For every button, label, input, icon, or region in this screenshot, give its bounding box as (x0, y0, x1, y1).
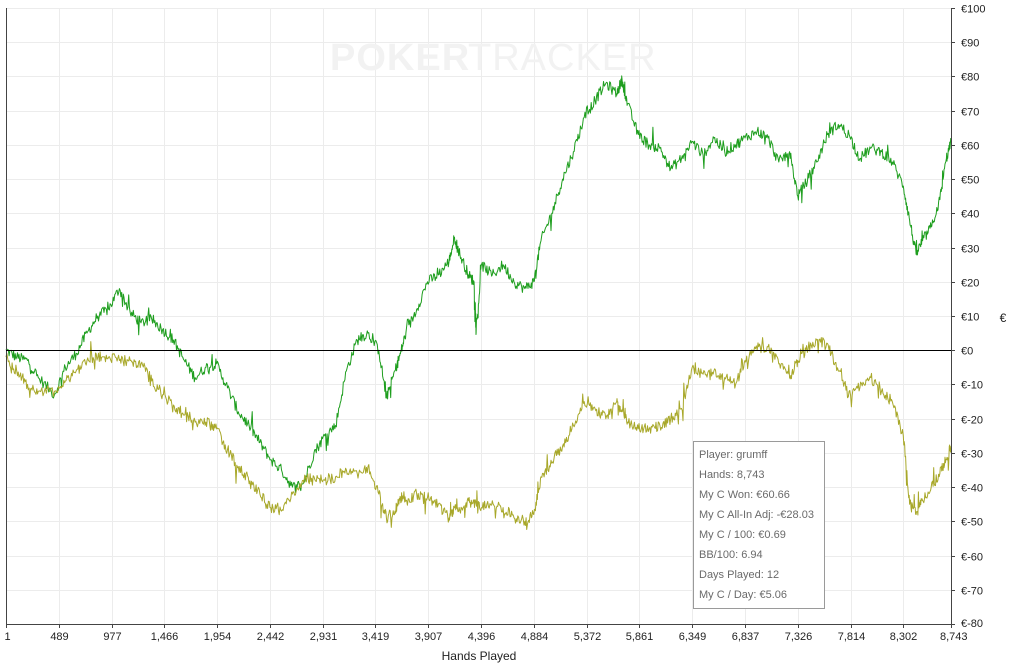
y-axis-title: € (1000, 311, 1007, 325)
y-tick-label: €60 (961, 141, 979, 153)
x-tick-label: 6,349 (679, 631, 707, 643)
axes (6, 8, 955, 628)
x-tick-label: 5,372 (574, 631, 602, 643)
x-tick-label: 8,302 (890, 631, 918, 643)
watermark-tracker: TRACKER (468, 37, 657, 79)
y-tick-label: €30 (961, 244, 979, 256)
x-tick-label: 8,743 (940, 631, 968, 643)
stat-player: Player: grumff (699, 449, 768, 461)
x-tick-label: 489 (50, 631, 68, 643)
tick-labels: €100 €90 €80 €70 €60 €50 €40 €30 €20 €10 €0 €-10 €-2… (5, 4, 986, 644)
watermark-poker: POKER (330, 37, 470, 79)
x-tick-label: 1 (5, 631, 11, 643)
watermark-logo: POKER TRACKER (330, 37, 657, 79)
stats-tooltip: Player: grumff Hands: 8,743 My C Won: €6… (693, 441, 825, 609)
y-tick-label: €70 (961, 107, 979, 119)
y-tick-label: €20 (961, 278, 979, 290)
stat-per-100: My C / 100: €0.69 (699, 529, 786, 541)
x-tick-label: 3,419 (362, 631, 390, 643)
x-tick-label: 2,931 (310, 631, 338, 643)
stat-won: My C Won: €60.66 (699, 489, 790, 501)
x-tick-label: 3,907 (415, 631, 443, 643)
y-tick-label: €50 (961, 175, 979, 187)
y-tick-label: €90 (961, 38, 979, 50)
x-tick-label: 1,954 (204, 631, 232, 643)
y-tick-label: €-50 (961, 517, 983, 529)
y-tick-label: €-70 (961, 586, 983, 598)
y-tick-label: €100 (961, 4, 985, 16)
x-tick-label: 7,814 (838, 631, 866, 643)
stat-per-day: My C / Day: €5.06 (699, 589, 788, 601)
y-tick-label: €10 (961, 312, 979, 324)
series-line-1 (5, 75, 952, 493)
x-tick-label: 4,396 (468, 631, 496, 643)
y-tick-label: €-60 (961, 552, 983, 564)
y-tick-label: €-30 (961, 449, 983, 461)
series-lines (5, 75, 952, 530)
x-tick-label: 977 (103, 631, 121, 643)
y-tick-label: €0 (961, 346, 973, 358)
y-tick-label: €-20 (961, 415, 983, 427)
y-tick-label: €40 (961, 209, 979, 221)
stat-days-played: Days Played: 12 (699, 569, 780, 581)
y-tick-label: €-40 (961, 483, 983, 495)
x-tick-label: 2,442 (257, 631, 285, 643)
x-tick-label: 4,884 (521, 631, 549, 643)
x-tick-label: 1,466 (151, 631, 179, 643)
y-tick-label: €80 (961, 72, 979, 84)
stat-hands: Hands: 8,743 (699, 469, 765, 481)
stat-allin-adj: My C All-In Adj: -€28.03 (699, 509, 814, 521)
series-line-2 (5, 337, 952, 530)
y-tick-label: €-80 (961, 618, 983, 630)
stat-bb-100: BB/100: 6.94 (699, 549, 763, 561)
x-tick-label: 5,861 (626, 631, 654, 643)
x-tick-label: 7,326 (785, 631, 813, 643)
x-axis-title: Hands Played (442, 649, 517, 663)
x-tick-label: 6,837 (732, 631, 760, 643)
y-tick-label: €-10 (961, 380, 983, 392)
